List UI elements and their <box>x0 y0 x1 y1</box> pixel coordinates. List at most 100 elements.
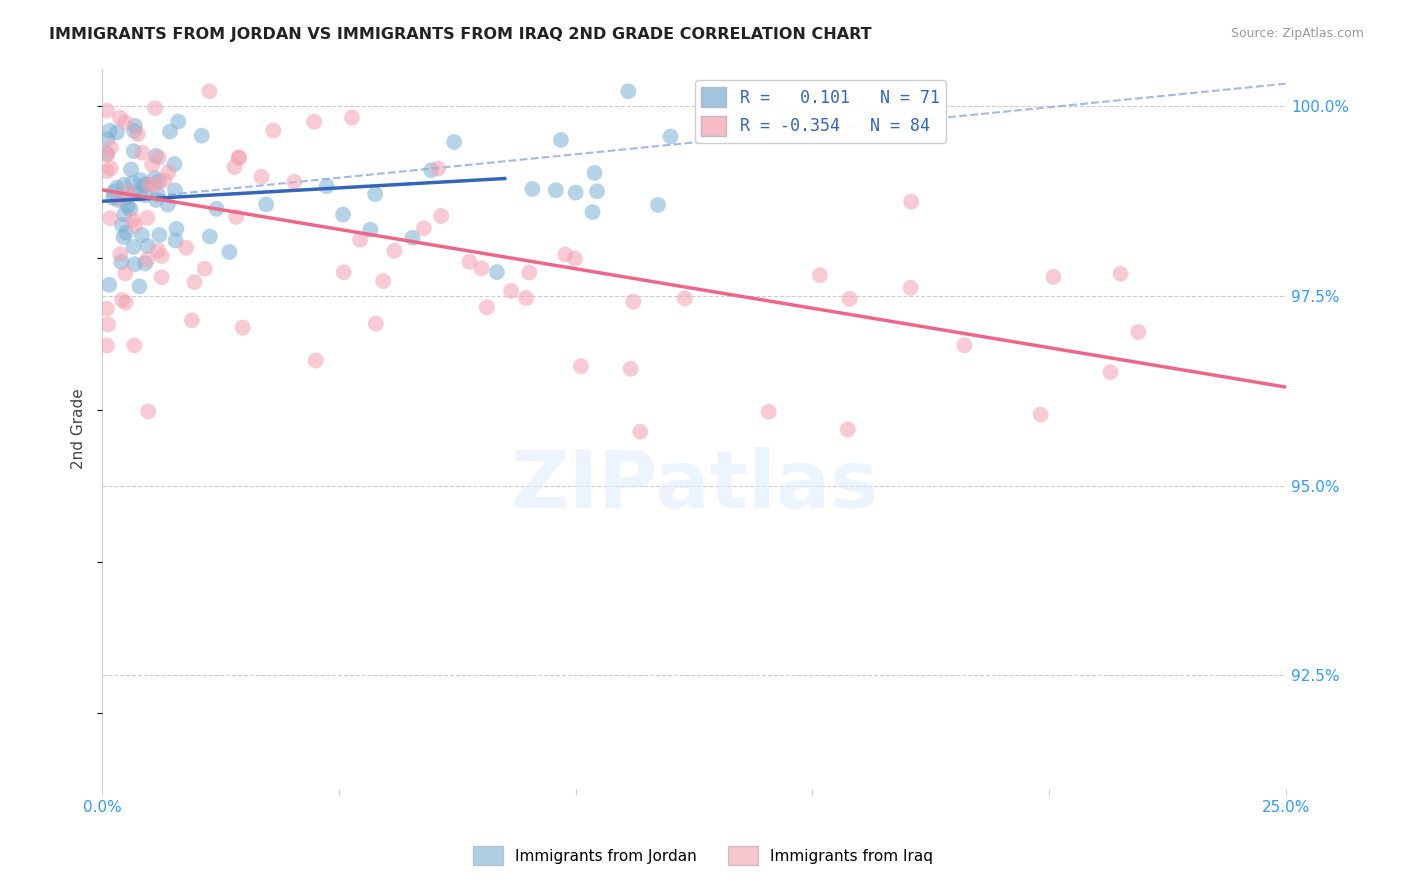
Point <box>808 268 831 282</box>
Point <box>443 135 465 149</box>
Point <box>145 149 167 163</box>
Point <box>98 277 121 292</box>
Point <box>659 129 682 144</box>
Point <box>96 338 118 352</box>
Point <box>143 171 166 186</box>
Point <box>1042 269 1064 284</box>
Point <box>115 191 138 205</box>
Point <box>224 160 246 174</box>
Point <box>120 162 142 177</box>
Point <box>114 115 136 129</box>
Point <box>127 127 149 141</box>
Point <box>228 151 250 165</box>
Point <box>228 150 250 164</box>
Point <box>97 318 120 332</box>
Point <box>134 188 156 202</box>
Point <box>150 270 173 285</box>
Point <box>332 208 354 222</box>
Point <box>114 295 136 310</box>
Point <box>146 244 169 258</box>
Point <box>101 191 124 205</box>
Point <box>302 114 325 128</box>
Point <box>120 202 142 216</box>
Point <box>315 179 337 194</box>
Point <box>174 241 197 255</box>
Point <box>124 257 146 271</box>
Point <box>100 211 122 226</box>
Point <box>105 125 128 139</box>
Point <box>283 175 305 189</box>
Point <box>359 222 381 236</box>
Point <box>128 187 150 202</box>
Point <box>373 274 395 288</box>
Point <box>900 194 922 209</box>
Point <box>112 230 135 244</box>
Point <box>349 233 371 247</box>
Point <box>100 161 122 176</box>
Point <box>427 161 450 176</box>
Point <box>122 186 145 200</box>
Point <box>114 266 136 280</box>
Point <box>163 157 186 171</box>
Point <box>517 265 540 279</box>
Point <box>103 185 125 199</box>
Point <box>564 252 586 266</box>
Point <box>150 249 173 263</box>
Point <box>131 228 153 243</box>
Point <box>136 211 159 225</box>
Point <box>198 229 221 244</box>
Point <box>111 293 134 307</box>
Legend: Immigrants from Jordan, Immigrants from Iraq: Immigrants from Jordan, Immigrants from … <box>467 840 939 871</box>
Point <box>96 301 118 316</box>
Point <box>617 84 640 98</box>
Point <box>136 178 159 192</box>
Point <box>305 353 328 368</box>
Point <box>470 261 492 276</box>
Point <box>550 133 572 147</box>
Point <box>131 145 153 160</box>
Point <box>108 111 131 125</box>
Point <box>121 176 143 190</box>
Point <box>96 146 118 161</box>
Point <box>1029 408 1052 422</box>
Y-axis label: 2nd Grade: 2nd Grade <box>72 388 86 469</box>
Point <box>564 186 586 200</box>
Point <box>619 361 641 376</box>
Point <box>583 166 606 180</box>
Point <box>118 185 141 199</box>
Point <box>115 226 138 240</box>
Point <box>586 185 609 199</box>
Point <box>128 279 150 293</box>
Text: Source: ZipAtlas.com: Source: ZipAtlas.com <box>1230 27 1364 40</box>
Point <box>515 291 537 305</box>
Point <box>262 123 284 137</box>
Point <box>129 173 152 187</box>
Point <box>1099 365 1122 379</box>
Point <box>146 187 169 202</box>
Point <box>254 197 277 211</box>
Point <box>117 199 139 213</box>
Point <box>953 338 976 352</box>
Point <box>332 265 354 279</box>
Point <box>194 261 217 276</box>
Point <box>145 193 167 207</box>
Point <box>163 183 186 197</box>
Point <box>132 178 155 192</box>
Point <box>157 165 180 179</box>
Point <box>96 148 118 162</box>
Point <box>569 359 592 374</box>
Point <box>112 178 135 192</box>
Point <box>138 178 160 192</box>
Point <box>122 124 145 138</box>
Point <box>837 422 859 436</box>
Point <box>111 218 134 232</box>
Legend: R =   0.101   N = 71, R = -0.354   N = 84: R = 0.101 N = 71, R = -0.354 N = 84 <box>695 80 946 143</box>
Point <box>165 234 187 248</box>
Point <box>198 84 221 98</box>
Point <box>382 244 405 258</box>
Point <box>364 317 387 331</box>
Point <box>544 183 567 197</box>
Point <box>900 281 922 295</box>
Point <box>628 425 651 439</box>
Point <box>190 128 212 143</box>
